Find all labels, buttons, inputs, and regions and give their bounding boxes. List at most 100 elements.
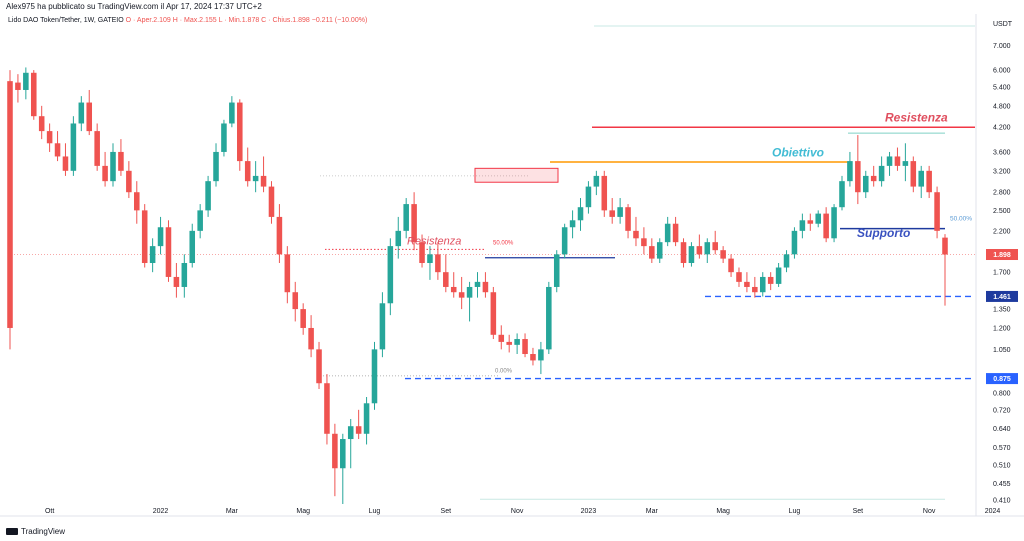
candle-body — [807, 220, 814, 224]
support-1-tag-bg — [986, 290, 1018, 302]
candle-body — [530, 354, 536, 361]
candle-body — [86, 102, 93, 132]
y-tick-label: 0.455 — [993, 481, 1011, 488]
candle-body — [292, 292, 299, 310]
price-chart[interactable]: USDT 7.000 6.000 5.400 4.800 4.200 3.600 3.200 2… — [0, 14, 1024, 529]
candle-body — [680, 242, 687, 264]
candle-body — [712, 242, 718, 251]
support-2-tag: 0.875 — [993, 376, 1011, 383]
x-tick-label: Nov — [923, 508, 936, 515]
candle-body — [229, 102, 235, 124]
y-tick-label: 0.640 — [993, 426, 1011, 433]
published-text: Alex975 ha pubblicato su TradingView.com… — [6, 2, 262, 11]
candle-body — [355, 426, 362, 434]
candlestick-chart[interactable]: USDT 7.000 6.000 5.400 4.800 4.200 3.600 3.200 2… — [0, 14, 1024, 529]
y-tick-label: 4.800 — [993, 103, 1011, 110]
candle-body — [617, 207, 623, 217]
candle-body — [268, 186, 275, 217]
candle-body — [126, 170, 132, 193]
y-tick-label: 6.000 — [993, 68, 1011, 75]
symbol-title: Lido DAO Token/Tether, 1W, GATEIO — [8, 17, 124, 24]
candle-body — [744, 281, 750, 287]
y-tick-label: 1.050 — [993, 347, 1011, 354]
last-price-tag-bg — [986, 249, 1018, 261]
y-tick-label: 0.720 — [993, 407, 1011, 414]
candle-body — [15, 82, 21, 90]
candle-body — [173, 276, 180, 287]
candle-body — [918, 170, 925, 187]
candle-body — [514, 339, 520, 345]
candle-body — [379, 303, 386, 350]
published-banner: Alex975 ha pubblicato su TradingView.com… — [0, 0, 1024, 14]
candle-body — [522, 339, 528, 355]
y-tick-label: 3.200 — [993, 168, 1011, 175]
candle-body — [435, 254, 441, 273]
y-tick-label: 2.500 — [993, 208, 1011, 215]
candle-body — [458, 292, 465, 298]
y-tick-label: 0.410 — [993, 498, 1011, 505]
annotation-resistenza: Resistenza — [885, 111, 948, 125]
candle-body — [910, 161, 917, 187]
fib-label-0: 0.00% — [495, 368, 513, 374]
fib-label-50: 50.00% — [950, 215, 972, 222]
candle-body — [506, 341, 512, 345]
candle-body — [205, 181, 211, 211]
y-axis-unit: USDT — [993, 21, 1013, 28]
candle-body — [886, 156, 893, 166]
candle-body — [181, 263, 188, 287]
candle-body — [561, 227, 568, 255]
candle-body — [54, 143, 61, 157]
candle-body — [102, 165, 108, 182]
candle-body — [799, 220, 806, 231]
candle-body — [569, 220, 576, 228]
y-tick-label: 0.800 — [993, 390, 1011, 397]
candle-body — [593, 175, 600, 187]
y-tick-label: 0.570 — [993, 445, 1011, 452]
x-tick-label: Mag — [296, 508, 310, 515]
candle-body — [157, 227, 164, 247]
y-tick-label: 7.000 — [993, 43, 1011, 50]
tradingview-logo[interactable]: TradingView — [6, 527, 65, 536]
tradingview-logo-icon — [6, 528, 18, 535]
candle-body — [340, 439, 346, 469]
candle-body — [490, 292, 497, 335]
candle-body — [601, 175, 608, 211]
candle-body — [736, 272, 742, 282]
x-tick-label: Nov — [511, 508, 524, 515]
candle-body — [839, 181, 845, 208]
candle-body — [498, 334, 505, 342]
y-tick-label: 1.350 — [993, 307, 1011, 314]
candle-body — [823, 213, 829, 239]
candle-body — [94, 131, 100, 166]
candle-body — [934, 192, 940, 231]
x-tick-label: Mar — [226, 508, 239, 515]
candle-body — [419, 242, 425, 264]
candle-body — [870, 175, 877, 182]
candle-body — [260, 175, 267, 187]
candle-body — [831, 207, 837, 239]
candle-body — [855, 161, 861, 193]
candle-body — [324, 383, 330, 434]
candle-body — [308, 327, 314, 350]
candle-body — [213, 151, 219, 182]
x-tick-label: 2024 — [985, 508, 1001, 515]
candle-body — [141, 210, 148, 264]
support-2-tag-bg — [986, 373, 1018, 385]
candle-body — [902, 161, 909, 166]
y-tick-label: 4.200 — [993, 125, 1011, 132]
candle-body — [23, 72, 29, 90]
candle-body — [189, 230, 196, 264]
candle-body — [316, 349, 322, 384]
candle-body — [149, 246, 156, 264]
candle-body — [878, 165, 885, 182]
annotation-obiettivo: Obiettivo — [772, 145, 824, 159]
candle-body — [284, 254, 291, 293]
candle-body — [443, 272, 449, 287]
footer: TradingView — [0, 525, 1024, 541]
candle-body — [759, 276, 766, 293]
candle-body — [237, 102, 243, 162]
candle-body — [30, 72, 37, 117]
candle-body — [688, 246, 695, 264]
support-1-tag: 1.461 — [993, 294, 1011, 301]
x-tick-label: Set — [853, 508, 864, 515]
